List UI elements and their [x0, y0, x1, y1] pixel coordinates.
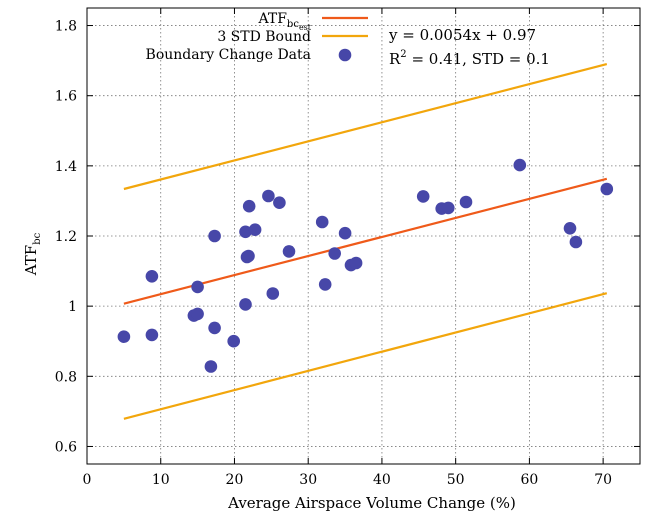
x-tick-label: 20 [226, 472, 244, 488]
data-point [282, 245, 296, 258]
fit-statistics: R2 = 0.41, STD = 0.1 [389, 49, 550, 68]
y-axis-label: ATFbc [22, 232, 43, 276]
data-point [569, 235, 583, 249]
y-tick-label: 1.6 [55, 89, 77, 105]
x-axis-label: Average Airspace Volume Change (%) [227, 494, 516, 512]
data-point [227, 334, 240, 348]
x-tick-label: 0 [83, 472, 92, 488]
legend-label: ATFbcest [258, 11, 312, 32]
lower-bound-line [123, 292, 608, 420]
data-point [315, 215, 329, 229]
upper-bound-line [123, 63, 608, 191]
axis-ticks: 0 10 20 30 40 50 60 70 0.6 0.8 1 1.2 1.4 1.6 1.8 [55, 8, 640, 488]
data-point [563, 222, 577, 235]
x-tick-label: 70 [594, 472, 612, 488]
data-point [242, 249, 255, 263]
data-point [145, 328, 159, 342]
y-tick-label: 0.6 [55, 439, 77, 455]
x-tick-label: 10 [152, 472, 170, 488]
data-points [117, 158, 614, 373]
data-point [262, 189, 275, 203]
fit-line [123, 177, 608, 305]
data-point [459, 195, 473, 209]
r2-rest: = 0.41, STD = 0.1 [407, 50, 550, 68]
data-point [513, 158, 527, 172]
data-point [416, 190, 430, 203]
data-point [145, 270, 159, 283]
trend-lines [123, 63, 608, 420]
y-axis-label-main: ATF [22, 245, 40, 276]
data-point [208, 229, 221, 243]
y-tick-label: 1.8 [55, 19, 77, 35]
y-axis-label-sub: bc [32, 232, 43, 244]
data-point [248, 223, 262, 236]
r2-exponent: 2 [400, 49, 406, 60]
data-point [239, 225, 252, 239]
y-tick-label: 1 [68, 299, 77, 315]
x-tick-label: 60 [520, 472, 538, 488]
r2-prefix: R [389, 50, 401, 68]
legend-label: 3 STD Bound [217, 29, 311, 45]
data-point [266, 287, 280, 300]
data-point [239, 298, 252, 311]
data-point [191, 280, 204, 294]
data-point [191, 307, 204, 321]
data-point [242, 199, 256, 213]
y-tick-label: 0.8 [55, 369, 77, 385]
legend-label: Boundary Change Data [146, 47, 311, 63]
legend-marker-sample [338, 48, 352, 62]
fit-equation: y = 0.0054x + 0.97 [388, 26, 536, 44]
data-point [273, 196, 286, 209]
y-tick-label: 1.4 [55, 159, 77, 175]
data-point [204, 360, 218, 373]
x-tick-label: 30 [299, 472, 317, 488]
data-point [600, 182, 614, 196]
fit-annotation: y = 0.0054x + 0.97 R2 = 0.41, STD = 0.1 [388, 26, 550, 68]
data-point [117, 330, 131, 344]
x-tick-label: 40 [373, 472, 391, 488]
data-point [442, 201, 455, 215]
data-point [208, 321, 221, 335]
x-tick-label: 50 [447, 472, 465, 488]
y-tick-label: 1.2 [55, 229, 77, 245]
data-point [318, 278, 332, 291]
data-point [338, 226, 352, 240]
data-point [328, 247, 342, 260]
data-point [349, 256, 363, 270]
